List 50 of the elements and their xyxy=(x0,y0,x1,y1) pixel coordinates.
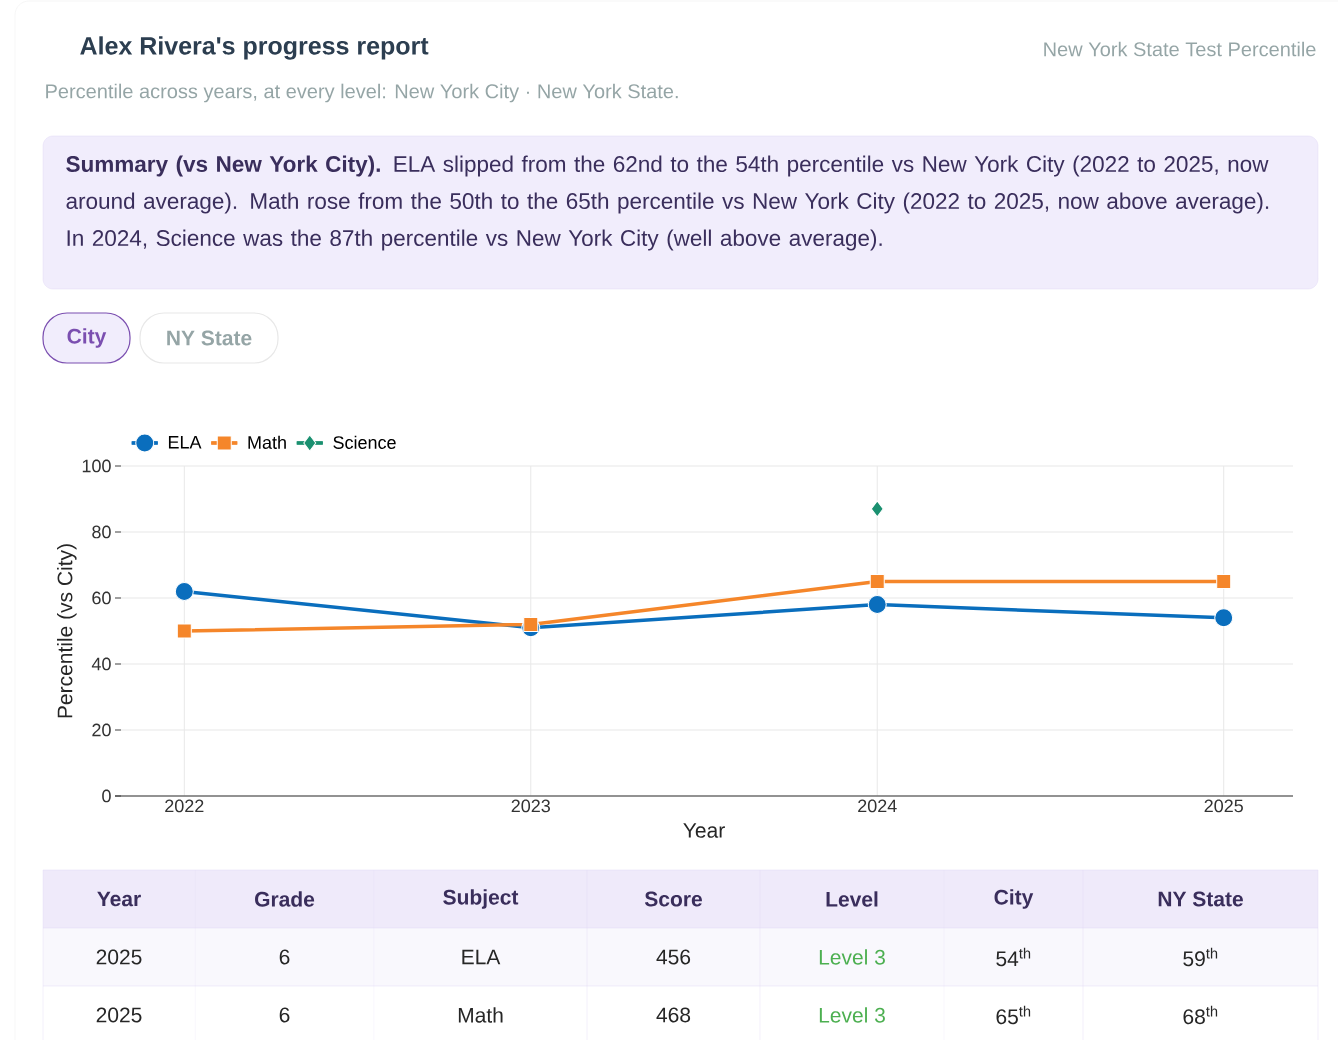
y-axis-title: Percentile (vs City) xyxy=(57,544,77,718)
text: Subject xyxy=(443,889,519,909)
text: Level xyxy=(826,891,878,907)
x-tick-label: 2024 xyxy=(858,799,897,813)
legend-label: ELA xyxy=(168,436,202,449)
text: NY State xyxy=(167,330,252,346)
y-tick-label: 0 xyxy=(102,789,111,803)
text: 54$^{th}$ xyxy=(996,947,1031,967)
text: 6 xyxy=(279,1007,290,1023)
chart-title: Alex Rivera's progress report xyxy=(80,36,429,60)
x-tick-label: 2022 xyxy=(165,799,204,813)
text: Summary (vs New York City). ELA slipped from the 62nd to the 54th percentile vs New York City (2022 to 2025, now around average). Math rose from the 50th to the 65th percentile vs New York City (2022 to 2025, now above average). In 2024, Science was the 87th percentile vs New York City (well above average). xyxy=(66,155,1269,251)
y-tick-label: 80 xyxy=(92,525,111,539)
y-tick-label: 20 xyxy=(92,723,111,737)
point xyxy=(176,623,192,639)
x-tick-label: 2023 xyxy=(511,799,550,813)
point xyxy=(869,574,885,589)
legend-label: Math xyxy=(248,435,286,449)
x-tick-label: 2025 xyxy=(1204,799,1243,813)
text: City xyxy=(67,328,107,348)
y-tick-label: 40 xyxy=(91,657,111,671)
text: 456 xyxy=(656,949,691,965)
text: 68$^{th}$ xyxy=(1183,1005,1218,1025)
text: Grade xyxy=(255,891,315,907)
text: NY State xyxy=(1158,891,1243,907)
text: Level 3 xyxy=(819,1007,885,1023)
text: 65$^{th}$ xyxy=(996,1005,1031,1025)
legend-label: Science xyxy=(333,435,396,449)
text: Math xyxy=(458,1007,503,1023)
text: Level 3 xyxy=(819,949,885,965)
point xyxy=(1216,574,1232,589)
point xyxy=(523,616,539,632)
text: 2025 xyxy=(96,949,142,965)
text: 6 xyxy=(279,949,290,965)
point xyxy=(1214,608,1234,628)
x-axis-title: Year xyxy=(683,823,725,838)
text: City xyxy=(994,889,1034,909)
point xyxy=(870,500,884,518)
text: 2025 xyxy=(96,1007,142,1023)
text: 468 xyxy=(656,1007,691,1023)
point xyxy=(867,595,887,615)
point xyxy=(174,581,194,601)
chart-subtitle: Percentile across years, at every level: New York City · New York State. xyxy=(46,83,678,103)
text: New York State Test Percentile xyxy=(1044,41,1316,57)
y-tick-label: 100 xyxy=(82,459,111,473)
text: Year xyxy=(97,891,141,907)
y-tick-label: 60 xyxy=(92,591,111,605)
text: 59$^{th}$ xyxy=(1183,947,1218,967)
text: Score xyxy=(644,891,702,907)
text: ELA xyxy=(462,949,501,965)
